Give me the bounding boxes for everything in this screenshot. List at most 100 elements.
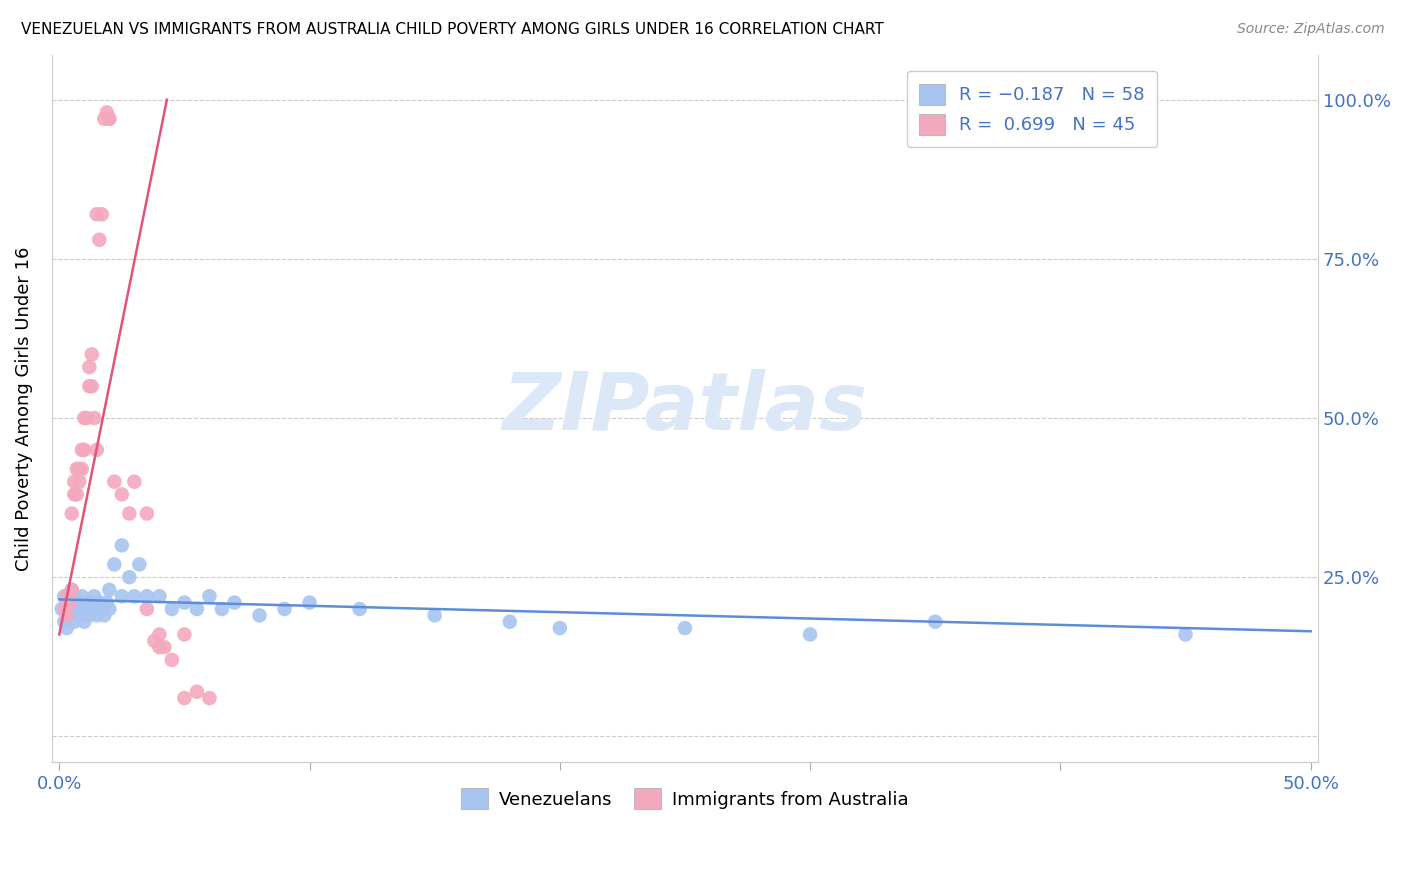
Point (98, 582, 121, 597)
Point (79, 596, 101, 610)
Point (70, 462, 93, 476)
Point (98, 602, 121, 616)
Point (89, 596, 111, 610)
Point (135, 589, 157, 603)
Point (67, 462, 90, 476)
Point (198, 691, 221, 706)
Point (58, 596, 80, 610)
Point (70, 608, 93, 623)
Text: VENEZUELAN VS IMMIGRANTS FROM AUSTRALIA CHILD POVERTY AMONG GIRLS UNDER 16 CORRE: VENEZUELAN VS IMMIGRANTS FROM AUSTRALIA … (21, 22, 884, 37)
Point (924, 615, 946, 629)
Point (53, 602, 76, 616)
Point (67, 475, 90, 489)
Point (76, 596, 98, 610)
Point (73, 411, 96, 425)
Point (70, 589, 93, 603)
Point (73, 442, 96, 457)
Point (548, 621, 571, 635)
Point (135, 507, 157, 521)
Text: ZIPatlas: ZIPatlas (502, 369, 868, 448)
Point (93, 112, 115, 126)
Point (198, 589, 221, 603)
Point (86, 442, 108, 457)
Point (148, 640, 170, 655)
Point (96, 596, 118, 610)
Point (63, 589, 86, 603)
Point (86, 207, 108, 221)
Point (124, 589, 146, 603)
Point (86, 608, 108, 623)
Point (53, 615, 76, 629)
Point (76, 411, 98, 425)
Point (160, 653, 183, 667)
Point (79, 379, 101, 393)
Point (673, 621, 696, 635)
Text: Source: ZipAtlas.com: Source: ZipAtlas.com (1237, 22, 1385, 37)
Point (118, 507, 141, 521)
Point (103, 558, 125, 572)
Point (173, 627, 195, 641)
Point (80, 347, 103, 361)
Point (298, 596, 321, 610)
Point (90, 207, 112, 221)
Point (66, 462, 89, 476)
Point (160, 602, 183, 616)
Point (60, 596, 83, 610)
Point (423, 608, 446, 623)
Point (111, 589, 134, 603)
Point (67, 602, 90, 616)
Point (93, 608, 115, 623)
Point (79, 608, 101, 623)
Point (143, 633, 166, 648)
Point (499, 615, 522, 629)
Point (76, 602, 98, 616)
Point (79, 360, 101, 375)
Point (66, 602, 89, 616)
Point (111, 487, 134, 501)
Legend: Venezuelans, Immigrants from Australia: Venezuelans, Immigrants from Australia (454, 781, 915, 816)
Point (111, 538, 134, 552)
Point (70, 442, 93, 457)
Point (63, 487, 86, 501)
Point (83, 411, 105, 425)
Point (118, 570, 141, 584)
Point (60, 507, 83, 521)
Point (128, 558, 150, 572)
Point (55, 621, 77, 635)
Point (98, 112, 121, 126)
Point (51, 602, 73, 616)
Y-axis label: Child Poverty Among Girls Under 16: Child Poverty Among Girls Under 16 (15, 246, 32, 571)
Point (60, 582, 83, 597)
Point (224, 596, 246, 610)
Point (135, 602, 157, 616)
Point (211, 602, 233, 616)
Point (89, 233, 111, 247)
Point (96, 105, 118, 120)
Point (53, 589, 76, 603)
Point (103, 475, 125, 489)
Point (66, 487, 89, 501)
Point (55, 589, 77, 603)
Point (55, 608, 77, 623)
Point (1174, 627, 1197, 641)
Point (80, 602, 103, 616)
Point (55, 596, 77, 610)
Point (73, 615, 96, 629)
Point (80, 379, 103, 393)
Point (249, 608, 271, 623)
Point (124, 475, 146, 489)
Point (349, 602, 371, 616)
Point (186, 602, 208, 616)
Point (148, 627, 170, 641)
Point (90, 602, 112, 616)
Point (799, 627, 821, 641)
Point (60, 582, 83, 597)
Point (186, 684, 208, 698)
Point (83, 589, 105, 603)
Point (98, 112, 121, 126)
Point (153, 640, 176, 655)
Point (63, 475, 86, 489)
Point (273, 602, 295, 616)
Point (148, 589, 170, 603)
Point (58, 602, 80, 616)
